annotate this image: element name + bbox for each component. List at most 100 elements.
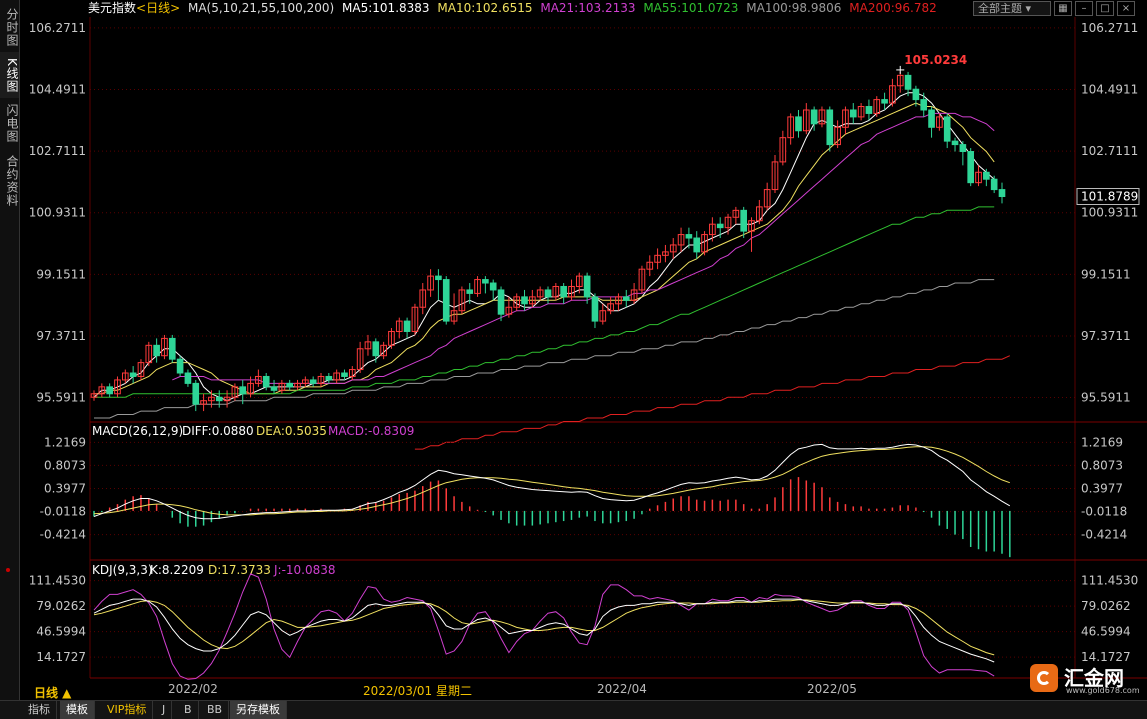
maximize-icon[interactable]: □: [1096, 1, 1114, 16]
kline-chart[interactable]: 106.2711 106.2711 104.4911 104.4911 102.7111…: [0, 0, 1147, 700]
current-price-label: 101.8789: [1081, 190, 1138, 204]
kdj-tick-left: 14.1727: [36, 650, 86, 664]
minimize-icon[interactable]: –: [1075, 1, 1093, 16]
candle-body: [505, 306, 513, 315]
price-tick-left: 106.2711: [29, 21, 86, 35]
tab-kline[interactable]: K线图: [0, 52, 19, 98]
kdj-tick-left: 111.4530: [29, 574, 86, 588]
candle-body: [442, 279, 450, 322]
candle-body: [591, 296, 599, 322]
candle-body: [568, 285, 575, 298]
candle-body: [223, 396, 231, 402]
candle-body: [779, 137, 787, 163]
candle-body: [802, 109, 810, 132]
ma-line-ma55: [94, 206, 995, 398]
close-icon[interactable]: ×: [1117, 1, 1135, 16]
period-button[interactable]: 日线 ▲: [34, 686, 72, 700]
kdj-d-line: [93, 599, 995, 656]
price-tick-right: 100.9311: [1081, 206, 1138, 220]
candle-body: [889, 85, 896, 104]
candle-body: [669, 244, 677, 253]
x-date-apr: 2022/04: [597, 682, 647, 696]
candle-body: [395, 320, 403, 332]
x-date-feb: 2022/02: [168, 682, 218, 696]
candle-body: [325, 375, 333, 381]
candle-body: [724, 216, 732, 229]
candle-body: [137, 362, 145, 377]
candle-body: [552, 285, 560, 298]
candle-body: [114, 379, 121, 395]
candle-body: [943, 116, 951, 142]
candle-body: [333, 372, 340, 381]
tab-timeshare[interactable]: 分时图: [5, 7, 19, 47]
tab-b[interactable]: B: [178, 701, 199, 719]
macd-tick-right: 0.3977: [1081, 481, 1123, 495]
candle-body: [309, 379, 317, 384]
candle-body: [740, 209, 748, 232]
kdj-tick-right: 79.0262: [1081, 599, 1131, 613]
candle-body: [693, 237, 701, 253]
candle-body: [630, 289, 638, 301]
candle-body: [662, 251, 669, 256]
candle-body: [474, 279, 481, 294]
candle-body: [356, 348, 364, 371]
candle-body: [709, 223, 716, 236]
candle-body: [215, 396, 223, 402]
tab-vip-indicators[interactable]: VIP指标: [101, 701, 154, 719]
theme-select[interactable]: 全部主题 ▾: [973, 1, 1051, 16]
candle-body: [685, 234, 693, 239]
ma-line-ma21: [172, 112, 995, 384]
kdj-j: J:-10.0838: [273, 563, 336, 577]
candle-body: [810, 109, 818, 125]
candle-body: [317, 375, 325, 384]
candle-body: [536, 289, 544, 298]
cursor-date-label: 2022/03/01 星期二: [363, 684, 472, 698]
candle-body: [450, 310, 458, 322]
candle-body: [951, 140, 959, 146]
kdj-d: D:17.3733: [208, 563, 271, 577]
candle-body: [575, 275, 583, 287]
price-tick-right: 97.3711: [1081, 329, 1131, 343]
tab-flash[interactable]: 闪电图: [5, 103, 19, 143]
macd-value: MACD:-0.8309: [328, 424, 414, 438]
high-label: 105.0234: [904, 53, 967, 67]
candle-body: [419, 289, 427, 308]
candle-body: [998, 189, 1006, 198]
tab-contract-info[interactable]: 合约资料: [5, 155, 19, 207]
candle-body: [716, 223, 724, 229]
candle-body: [912, 88, 920, 101]
tab-j[interactable]: J: [156, 701, 173, 719]
tab-indicators[interactable]: 指标: [22, 701, 57, 719]
candle-body: [920, 99, 928, 111]
candle-body: [756, 206, 763, 222]
current-price-box: [1076, 188, 1140, 206]
grid-icon[interactable]: ▦: [1054, 1, 1072, 16]
candle-body: [294, 382, 301, 388]
period-label: <日线>: [136, 1, 181, 15]
candle-body: [247, 382, 254, 395]
logo-icon: [1030, 664, 1058, 692]
candle-body: [865, 106, 873, 114]
candle-body: [513, 296, 521, 308]
candle-body: [364, 341, 372, 350]
candle-body: [622, 296, 630, 301]
candle-body: [90, 393, 98, 398]
site-logo: 汇金网 www.gold678.com: [1030, 662, 1140, 695]
logo-url: www.gold678.com: [1066, 686, 1140, 695]
candle-body: [262, 375, 270, 388]
tab-template[interactable]: 模板: [60, 701, 95, 719]
price-tick-left: 95.5911: [36, 391, 86, 405]
candle-body: [153, 344, 160, 357]
ma100-value: MA100:98.9806: [746, 1, 842, 15]
price-tick-right: 102.7111: [1081, 144, 1138, 158]
price-tick-right: 99.1511: [1081, 267, 1131, 281]
tab-bb[interactable]: BB: [201, 701, 230, 719]
kdj-tick-right: 14.1727: [1081, 650, 1131, 664]
macd-tick-left: -0.4214: [40, 528, 86, 542]
tab-save-template[interactable]: 另存模板: [230, 701, 287, 719]
ma21-value: MA21:103.2133: [540, 1, 636, 15]
candle-body: [936, 116, 943, 128]
window-controls: 全部主题 ▾ ▦ – □ ×: [973, 1, 1135, 16]
candle-body: [896, 74, 904, 87]
candle-body: [928, 109, 935, 128]
